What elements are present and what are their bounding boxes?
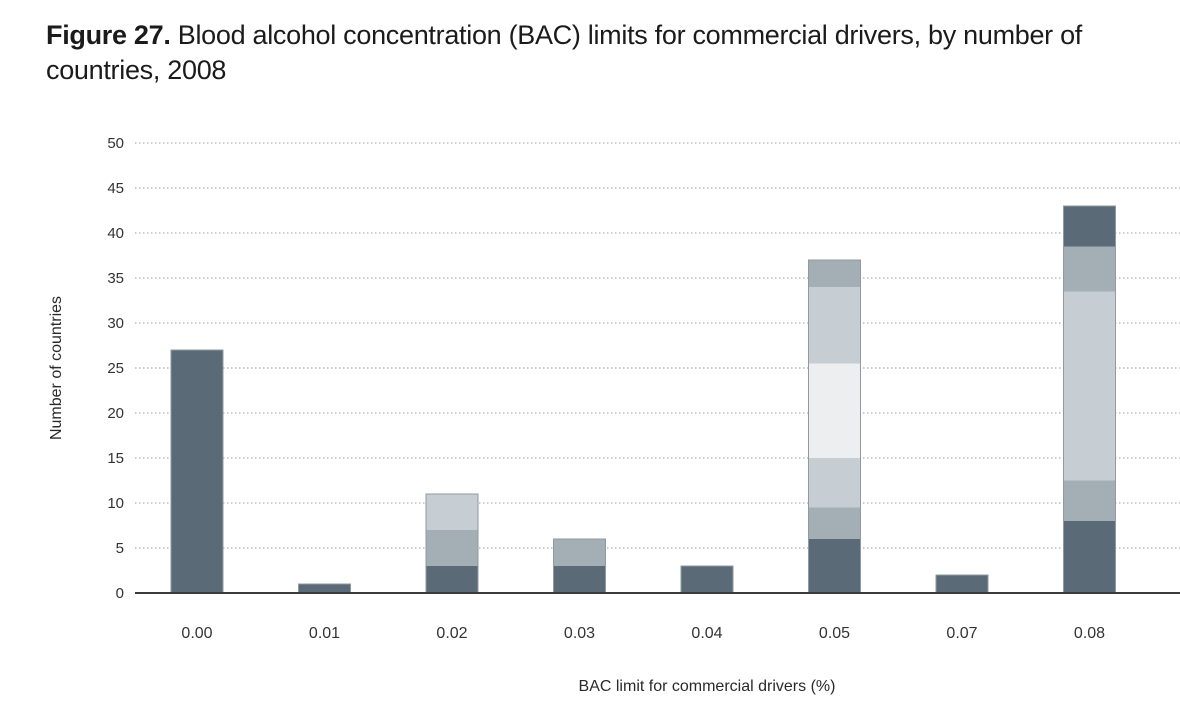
y-tick-label: 20 bbox=[107, 405, 124, 422]
x-tick-label: 0.02 bbox=[436, 625, 467, 642]
bar-segment bbox=[808, 539, 861, 593]
y-tick-label: 15 bbox=[107, 450, 124, 467]
bars bbox=[170, 205, 1116, 594]
x-axis-label: BAC limit for commercial drivers (%) bbox=[579, 678, 836, 695]
bar-segment bbox=[808, 507, 861, 539]
figure-title-line-1: Figure 27. Blood alcohol concentration (… bbox=[46, 18, 1180, 53]
x-tick-label: 0.05 bbox=[819, 625, 850, 642]
bar-segment bbox=[426, 566, 478, 593]
y-tick-label: 25 bbox=[107, 360, 124, 377]
bar-segment bbox=[553, 566, 606, 593]
bar-segment bbox=[1063, 291, 1116, 481]
x-tick-label: 0.04 bbox=[691, 625, 722, 642]
y-tick-label: 5 bbox=[116, 540, 124, 557]
bar-segment bbox=[681, 566, 733, 593]
y-tick-label: 0 bbox=[116, 585, 124, 602]
x-tick-label: 0.01 bbox=[309, 625, 340, 642]
figure-title-text: Blood alcohol concentration (BAC) limits… bbox=[170, 20, 1083, 50]
bar-segment bbox=[808, 287, 861, 364]
x-tick-label: 0.07 bbox=[946, 625, 977, 642]
x-axis-ticks: 0.00 0.01 0.02 0.03 0.04 0.05 0.07 0.08 bbox=[181, 625, 1105, 642]
y-tick-label: 10 bbox=[107, 495, 124, 512]
y-axis-label: Number of countries bbox=[48, 296, 65, 440]
y-tick-label: 30 bbox=[107, 315, 124, 332]
y-tick-label: 40 bbox=[107, 225, 124, 242]
figure-label: Figure 27. bbox=[46, 20, 171, 50]
x-tick-label: 0.00 bbox=[181, 625, 212, 642]
bar-segment bbox=[808, 260, 861, 287]
bar-segment bbox=[298, 584, 351, 593]
x-tick-label: 0.03 bbox=[564, 625, 595, 642]
bar-segment bbox=[1063, 521, 1116, 593]
bar-segment bbox=[426, 530, 478, 566]
bar-segment bbox=[808, 458, 861, 508]
bar-segment bbox=[936, 575, 988, 593]
x-tick-label: 0.08 bbox=[1074, 625, 1105, 642]
figure-title-line-2: countries, 2008 bbox=[46, 55, 227, 85]
figure-title: Figure 27. Blood alcohol concentration (… bbox=[46, 18, 1180, 88]
y-tick-label: 50 bbox=[107, 135, 124, 152]
gridlines bbox=[135, 142, 1180, 549]
bar-segment bbox=[808, 363, 861, 458]
bar-segment bbox=[1063, 246, 1116, 292]
bar-segment bbox=[1063, 206, 1116, 247]
bar-segment bbox=[426, 494, 478, 530]
y-tick-label: 45 bbox=[107, 180, 124, 197]
bar-segment bbox=[171, 350, 223, 593]
bar-segment bbox=[553, 539, 606, 566]
y-tick-label: 35 bbox=[107, 270, 124, 287]
y-axis-ticks: 0 5 10 15 20 25 30 35 40 45 50 bbox=[107, 135, 124, 602]
bar-segment bbox=[1063, 480, 1116, 521]
